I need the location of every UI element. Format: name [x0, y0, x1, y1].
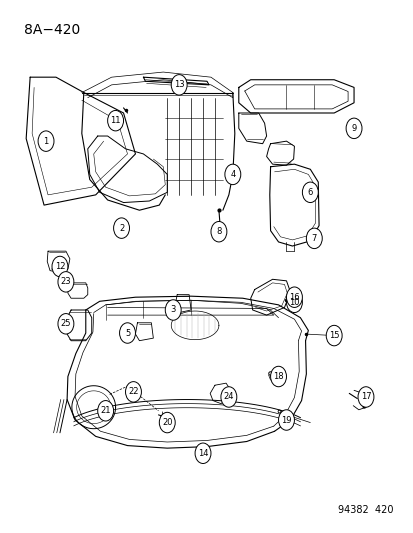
Text: 16: 16: [288, 293, 299, 302]
Circle shape: [52, 256, 68, 277]
Text: 25: 25: [61, 319, 71, 328]
Circle shape: [357, 387, 373, 407]
Text: 3: 3: [170, 305, 176, 314]
Circle shape: [113, 218, 129, 238]
Circle shape: [125, 382, 141, 402]
Text: 1: 1: [43, 136, 49, 146]
Circle shape: [270, 366, 286, 387]
Text: 9: 9: [351, 124, 356, 133]
Text: 11: 11: [110, 116, 121, 125]
Circle shape: [38, 131, 54, 151]
Circle shape: [286, 292, 301, 312]
Text: 21: 21: [100, 406, 111, 415]
Text: 8: 8: [216, 227, 221, 236]
Circle shape: [195, 443, 211, 464]
Text: 14: 14: [197, 449, 208, 458]
Circle shape: [171, 75, 187, 95]
Circle shape: [221, 387, 236, 407]
Text: 23: 23: [60, 277, 71, 286]
Circle shape: [306, 228, 321, 248]
Text: 24: 24: [223, 392, 233, 401]
Circle shape: [301, 182, 318, 203]
Text: 22: 22: [128, 387, 138, 397]
Text: 18: 18: [273, 372, 283, 381]
Circle shape: [345, 118, 361, 139]
Circle shape: [58, 272, 74, 292]
Text: 5: 5: [125, 328, 130, 337]
Circle shape: [97, 401, 113, 421]
Text: 6: 6: [307, 188, 312, 197]
Text: 20: 20: [161, 418, 172, 427]
Text: 19: 19: [280, 416, 291, 424]
Text: 94382  420: 94382 420: [337, 505, 393, 515]
Text: 13: 13: [173, 80, 184, 90]
Circle shape: [224, 164, 240, 184]
Circle shape: [58, 313, 74, 334]
Text: 12: 12: [55, 262, 65, 271]
Text: 17: 17: [360, 392, 370, 401]
Circle shape: [325, 325, 341, 346]
Circle shape: [165, 300, 181, 320]
Circle shape: [107, 110, 123, 131]
Circle shape: [278, 410, 294, 430]
Circle shape: [211, 222, 226, 242]
Circle shape: [286, 287, 301, 308]
Text: 7: 7: [311, 234, 316, 243]
Text: 8A−420: 8A−420: [24, 23, 80, 37]
Circle shape: [159, 413, 175, 433]
Circle shape: [119, 323, 135, 343]
Text: 15: 15: [328, 331, 339, 340]
Text: 4: 4: [230, 170, 235, 179]
Text: 2: 2: [119, 224, 124, 232]
Text: 10: 10: [289, 298, 299, 307]
